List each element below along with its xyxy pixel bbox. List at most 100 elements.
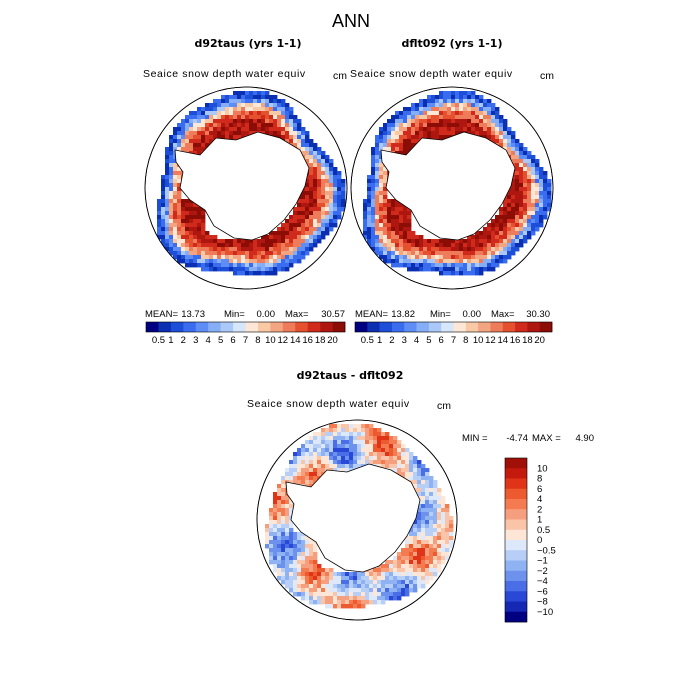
map-cell xyxy=(189,143,194,148)
map-cell xyxy=(527,187,532,192)
map-cell xyxy=(443,91,448,96)
map-cell xyxy=(313,564,318,569)
map-cell xyxy=(531,179,536,184)
map-cell xyxy=(265,103,270,108)
map-cell xyxy=(467,123,472,128)
map-cell xyxy=(345,436,350,441)
map-cell xyxy=(387,147,392,152)
map-cell xyxy=(441,552,446,557)
map-cell xyxy=(309,239,314,244)
map-cell xyxy=(523,211,528,216)
map-cell xyxy=(269,95,274,100)
map-cell xyxy=(429,488,434,493)
map-cell xyxy=(415,119,420,124)
map-cell xyxy=(371,191,376,196)
map-cell xyxy=(429,516,434,521)
map-cell xyxy=(441,500,446,505)
map-cell xyxy=(407,115,412,120)
map-cell xyxy=(417,552,422,557)
map-cell xyxy=(447,127,452,132)
colorbar-1-swatch xyxy=(220,322,234,332)
map-cell xyxy=(455,251,460,256)
map-cell xyxy=(527,207,532,212)
map-cell xyxy=(321,199,326,204)
map-cell xyxy=(361,576,366,581)
map-cell xyxy=(365,588,370,593)
map-cell xyxy=(523,207,528,212)
map-cell xyxy=(165,159,170,164)
map-cell xyxy=(479,99,484,104)
map-cell xyxy=(429,560,434,565)
map-cell xyxy=(241,131,246,136)
map-cell xyxy=(411,135,416,140)
map-cell xyxy=(281,127,286,132)
map-cell xyxy=(383,199,388,204)
map-cell xyxy=(399,211,404,216)
map-cell xyxy=(325,207,330,212)
map-cell xyxy=(297,219,302,224)
map-cell xyxy=(265,95,270,100)
map-cell xyxy=(321,452,326,457)
map-cell xyxy=(285,235,290,240)
map-cell xyxy=(405,456,410,461)
map-cell xyxy=(305,159,310,164)
map-cell xyxy=(273,259,278,264)
map-cell xyxy=(221,135,226,140)
map-cell xyxy=(305,544,310,549)
map-cell xyxy=(471,271,476,276)
map-cell xyxy=(233,131,238,136)
map-cell xyxy=(249,91,254,96)
map-cell xyxy=(429,480,434,485)
map-cell xyxy=(455,271,460,276)
map-cell xyxy=(435,95,440,100)
map-cell xyxy=(209,123,214,128)
map-cell xyxy=(387,215,392,220)
map-cell xyxy=(393,572,398,577)
map-cell xyxy=(309,572,314,577)
map-cell xyxy=(309,155,314,160)
map-cell xyxy=(375,231,380,236)
map-cell xyxy=(519,195,524,200)
map-cell xyxy=(293,259,298,264)
map-cell xyxy=(401,568,406,573)
map-cell xyxy=(325,183,330,188)
colorbar-3-tick-label: 4 xyxy=(537,494,542,505)
map-cell xyxy=(391,263,396,268)
map-cell xyxy=(213,115,218,120)
map-cell xyxy=(413,468,418,473)
map-cell xyxy=(273,524,278,529)
map-cell xyxy=(455,119,460,124)
map-cell xyxy=(433,524,438,529)
map-cell xyxy=(229,239,234,244)
map-cell xyxy=(321,440,326,445)
map-cell xyxy=(419,103,424,108)
map-cell xyxy=(475,251,480,256)
map-cell xyxy=(495,227,500,232)
map-cell xyxy=(221,115,226,120)
map-cell xyxy=(399,215,404,220)
map-cell xyxy=(353,448,358,453)
map-cell xyxy=(209,119,214,124)
map-cell xyxy=(411,267,416,272)
map-cell xyxy=(381,572,386,577)
map-cell xyxy=(189,111,194,116)
map-cell xyxy=(425,520,430,525)
antarctica-continent xyxy=(285,463,421,573)
map-cell xyxy=(261,263,266,268)
map-cell xyxy=(373,452,378,457)
map-cell xyxy=(177,123,182,128)
map-cell xyxy=(181,223,186,228)
map-cell xyxy=(515,231,520,236)
map-cell xyxy=(273,492,278,497)
map-cell xyxy=(273,127,278,132)
map-cell xyxy=(285,263,290,268)
map-cell xyxy=(309,588,314,593)
map-cell xyxy=(337,215,342,220)
map-cell xyxy=(365,592,370,597)
map-cell xyxy=(321,191,326,196)
map-cell xyxy=(337,179,342,184)
max-label: Max= xyxy=(491,309,515,320)
map-cell xyxy=(393,596,398,601)
map-cell xyxy=(427,131,432,136)
colorbar-1-swatch xyxy=(320,322,333,332)
